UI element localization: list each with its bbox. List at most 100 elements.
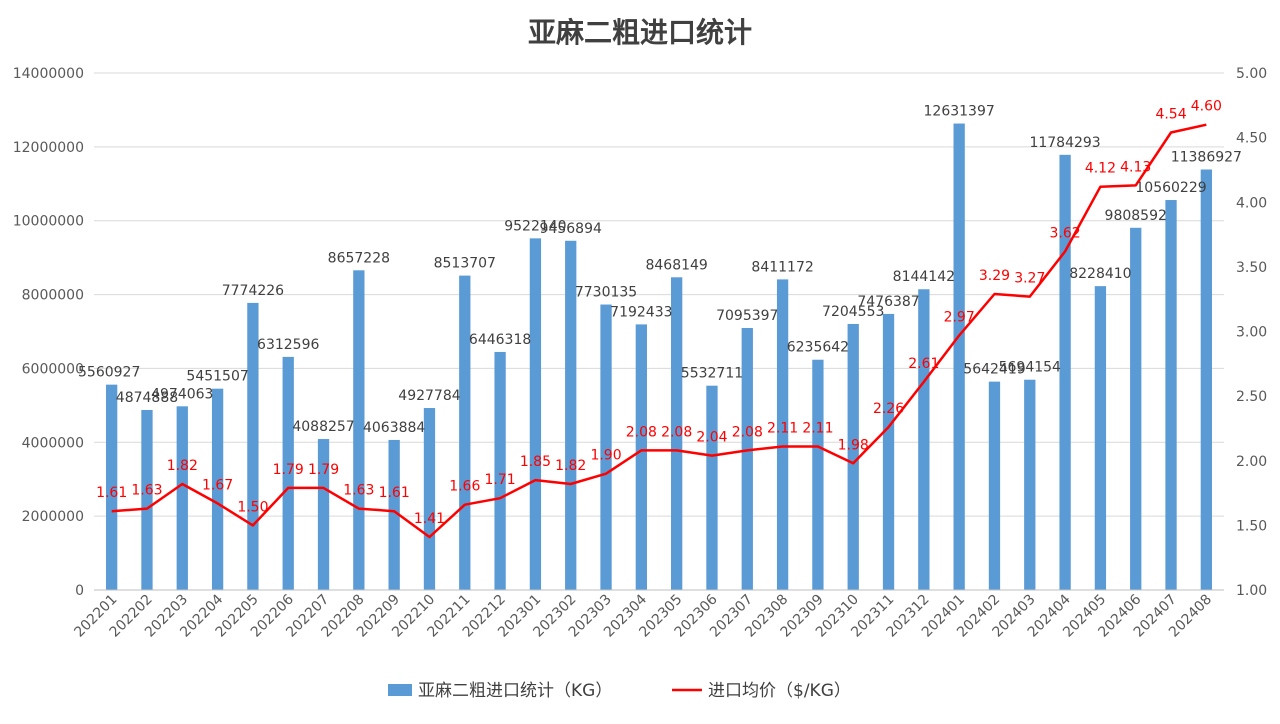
bar — [176, 406, 188, 590]
bar-data-label: 11386927 — [1171, 149, 1242, 165]
bar-data-label: 8468149 — [645, 257, 707, 273]
left-tick-label: 0 — [75, 583, 84, 599]
bar — [211, 388, 224, 590]
bar-data-label: 7204553 — [822, 304, 884, 320]
bar — [988, 381, 1001, 590]
right-tick-label: 2.00 — [1236, 454, 1267, 470]
legend-line-label: 进口均价（$/KG） — [708, 681, 851, 701]
line-data-label: 1.85 — [520, 454, 551, 470]
line-data-label: 1.98 — [838, 437, 869, 453]
bar — [1094, 286, 1107, 590]
bar-data-label: 8144142 — [893, 269, 955, 285]
bar — [141, 409, 153, 590]
bar — [317, 439, 330, 590]
line-data-label: 1.50 — [237, 499, 268, 515]
line-data-label: 1.63 — [343, 483, 374, 499]
right-axis: 1.00 1.50 2.00 2.50 3.00 3.50 4.00 4.50 5.00 — [1236, 66, 1267, 599]
bar — [1165, 200, 1177, 591]
bar — [953, 123, 965, 590]
bar-data-label: 5642419 — [963, 362, 1025, 378]
line-data-label: 1.71 — [485, 472, 516, 488]
line-data-label: 2.08 — [626, 424, 657, 440]
right-tick-label: 5.00 — [1236, 66, 1267, 82]
line-data-label: 2.61 — [908, 356, 939, 372]
right-tick-label: 4.50 — [1236, 131, 1267, 147]
bar — [706, 385, 718, 590]
bar-data-label: 11784293 — [1029, 135, 1100, 151]
line-data-label: 1.82 — [555, 458, 586, 474]
line-data-label: 2.97 — [944, 309, 975, 325]
bar — [529, 238, 542, 591]
gridlines — [94, 72, 1224, 591]
line-data-label: 4.60 — [1191, 99, 1222, 115]
right-tick-label: 4.00 — [1236, 195, 1267, 211]
left-tick-label: 8000000 — [22, 288, 84, 304]
bar-data-label: 4088257 — [292, 419, 354, 435]
bar — [565, 240, 577, 590]
bar-data-label: 7774226 — [222, 283, 284, 299]
line-data-label: 3.29 — [979, 268, 1010, 284]
right-tick-label: 3.50 — [1236, 260, 1267, 276]
legend-bar-swatch — [388, 684, 412, 696]
bar — [1059, 154, 1071, 591]
bar-data-label: 7095397 — [716, 308, 778, 324]
bar-data-label: 7730135 — [575, 285, 637, 301]
left-tick-label: 14000000 — [13, 66, 84, 82]
line-data-label: 4.54 — [1155, 106, 1186, 122]
left-tick-label: 4000000 — [22, 435, 84, 451]
bar-data-label: 7192433 — [610, 304, 672, 320]
bar-data-label: 6446318 — [469, 332, 531, 348]
bar — [459, 275, 471, 590]
bar-data-label: 4063884 — [363, 420, 425, 436]
bar — [106, 384, 118, 590]
chart-title: 亚麻二粗进口统计 — [528, 16, 752, 49]
bar — [671, 277, 683, 590]
bar — [776, 279, 789, 590]
bar-data-label: 5560927 — [78, 365, 140, 381]
line-data-label: 3.62 — [1050, 225, 1081, 241]
bar-data-label: 4874888 — [116, 390, 178, 406]
line-data-label: 2.11 — [802, 421, 833, 437]
line-data-label: 1.61 — [379, 485, 410, 501]
bar-data-label: 6235642 — [787, 340, 849, 356]
right-tick-label: 1.50 — [1236, 518, 1267, 534]
line-data-label: 1.63 — [131, 483, 162, 499]
bar — [494, 351, 506, 590]
bar-data-label: 8228410 — [1069, 266, 1131, 282]
bar — [353, 270, 365, 590]
bar-data-label: 9522140 — [504, 218, 566, 234]
bar — [282, 356, 294, 590]
line-data-label: 1.66 — [449, 479, 480, 495]
bar-data-label: 5532711 — [681, 366, 743, 382]
bar — [1200, 169, 1212, 590]
bar-data-label: 4927784 — [398, 388, 460, 404]
legend-bar-label: 亚麻二粗进口统计（KG） — [418, 681, 612, 701]
bar — [918, 289, 930, 590]
line-data-label: 1.79 — [308, 462, 339, 478]
line-data-label: 2.11 — [767, 421, 798, 437]
bar — [388, 439, 400, 590]
bar — [1024, 379, 1036, 590]
right-tick-label: 2.50 — [1236, 389, 1267, 405]
line-data-label: 1.41 — [414, 511, 445, 527]
line-data-label: 1.82 — [167, 458, 198, 474]
price-line — [111, 123, 1207, 539]
line-data-label: 2.08 — [732, 424, 763, 440]
line-series — [111, 123, 1207, 539]
bar-data-label: 6312596 — [257, 337, 319, 353]
line-data-label: 1.90 — [590, 448, 621, 464]
bar-data-label: 9456894 — [540, 221, 602, 237]
bar-data-label: 12631397 — [924, 104, 995, 120]
bar — [847, 323, 859, 590]
bar — [247, 302, 259, 590]
bar — [423, 408, 436, 590]
bar-series — [106, 123, 1212, 591]
bar — [1130, 227, 1142, 590]
bar-data-label: 9808592 — [1105, 208, 1167, 224]
line-data-label: 1.79 — [273, 462, 304, 478]
left-tick-label: 10000000 — [13, 214, 84, 230]
line-data-label: 1.61 — [96, 485, 127, 501]
